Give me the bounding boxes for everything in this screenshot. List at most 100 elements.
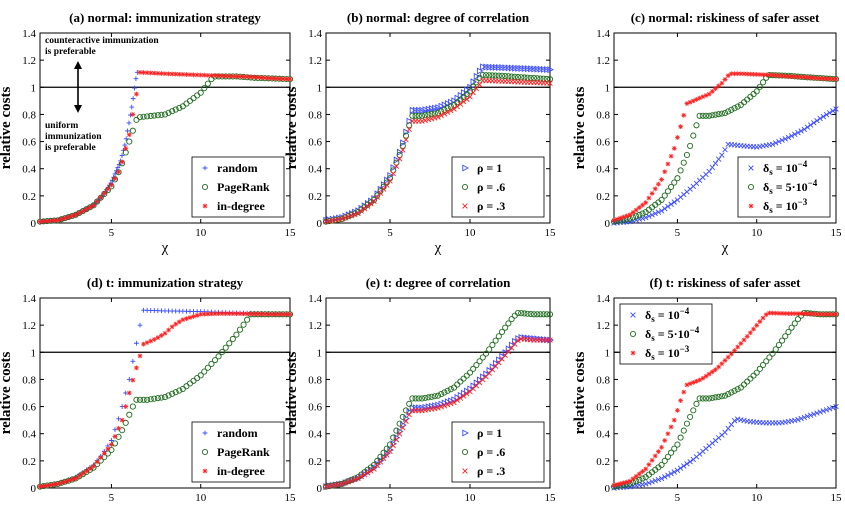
circle-mark: [760, 361, 767, 369]
data-point-marker: [448, 107, 454, 114]
data-point-marker: [715, 156, 722, 162]
circle-mark: [441, 389, 448, 396]
x-mark: [476, 81, 483, 88]
circle-mark: [492, 337, 499, 344]
x-mark: [400, 425, 406, 431]
chart-panel-2: (b) normal: degree of correlation00.20.4…: [284, 10, 556, 256]
data-point-marker: [674, 467, 681, 474]
plus-mark: [115, 165, 121, 171]
star-mark: [624, 213, 630, 219]
x-mark: [348, 212, 355, 219]
star-mark: [668, 424, 674, 430]
data-point-marker: [180, 317, 186, 323]
legend: δs = 10−4δs = 5·10−4δs = 10−3: [737, 156, 831, 218]
circle-mark: [165, 109, 172, 116]
legend-swatch-marker: [630, 350, 636, 356]
data-point-marker: [524, 65, 532, 73]
star-mark: [716, 364, 722, 370]
data-point-marker: [543, 75, 550, 82]
data-point-marker: [521, 65, 529, 73]
data-point-marker: [444, 398, 452, 406]
star-mark: [725, 73, 731, 79]
data-point-marker: [361, 205, 368, 212]
data-point-marker: [728, 71, 734, 77]
triangle-mark: [422, 106, 430, 114]
x-mark: [352, 211, 358, 218]
circle-mark: [498, 72, 506, 79]
data-point-marker: [502, 64, 510, 72]
circle-mark: [677, 167, 684, 174]
circle-mark: [779, 337, 786, 344]
data-point-marker: [352, 476, 358, 483]
x-mark: [642, 481, 649, 487]
x-mark: [444, 109, 451, 115]
data-point-marker: [512, 64, 519, 72]
star-mark: [44, 218, 50, 224]
circle-mark: [534, 75, 541, 82]
circle-mark: [412, 395, 419, 402]
x-axis: 5 10 15: [109, 298, 296, 504]
data-point-marker: [377, 453, 384, 460]
circle-mark: [747, 183, 755, 191]
circle-mark: [147, 112, 154, 120]
data-point-marker: [786, 311, 791, 317]
data-point-marker: [702, 112, 710, 119]
triangle-mark: [480, 63, 487, 71]
triangle-mark: [486, 366, 494, 375]
x-mark: [807, 412, 814, 418]
circle-mark: [750, 372, 757, 379]
data-point-marker: [665, 431, 671, 437]
data-point-marker: [467, 385, 474, 393]
data-point-marker: [84, 206, 89, 212]
data-point-marker: [448, 397, 455, 405]
y-tick-label: 0.2: [596, 191, 610, 203]
triangle-mark: [547, 336, 554, 344]
star-mark: [44, 483, 50, 488]
circle-mark: [463, 372, 470, 379]
data-point-marker: [287, 311, 293, 317]
star-mark: [744, 334, 750, 339]
data-point-marker: [151, 70, 157, 76]
data-point-marker: [677, 465, 684, 471]
data-point-marker: [219, 348, 226, 356]
circle-mark: [530, 311, 538, 318]
circle-mark: [636, 211, 643, 218]
star-mark: [665, 431, 671, 437]
data-point-marker: [133, 76, 139, 82]
x-mark: [390, 442, 396, 449]
star-mark: [66, 214, 71, 220]
data-point-marker: [658, 475, 665, 482]
circle-mark: [709, 112, 716, 119]
data-point-marker: [515, 64, 522, 72]
data-point-marker: [215, 353, 222, 360]
x-mark: [776, 138, 782, 145]
data-point-marker: [502, 349, 510, 357]
data-point-marker: [122, 142, 128, 148]
y-tick-label: 1: [605, 82, 611, 94]
triangle-mark: [505, 345, 513, 353]
data-point-marker: [805, 74, 810, 80]
data-point-marker: [466, 369, 474, 376]
data-point-marker: [51, 218, 57, 223]
data-point-marker: [119, 159, 125, 165]
circle-mark: [122, 419, 129, 426]
star-mark: [627, 212, 633, 218]
star-mark: [202, 468, 208, 474]
star-mark: [41, 483, 46, 489]
triangle-mark: [416, 106, 423, 114]
data-point-marker: [709, 88, 715, 94]
triangle-mark: [508, 341, 516, 349]
circle-mark: [473, 79, 480, 86]
x-mark: [460, 393, 467, 399]
triangle-mark: [400, 421, 407, 429]
data-point-marker: [473, 379, 481, 387]
star-mark: [48, 482, 54, 488]
triangle-mark: [441, 101, 449, 109]
data-point-marker: [209, 73, 214, 78]
x-mark: [441, 111, 448, 117]
data-point-marker: [130, 112, 136, 117]
star-mark: [141, 70, 146, 75]
data-point-marker: [693, 400, 700, 407]
data-point-marker: [684, 101, 690, 106]
data-point-marker: [358, 208, 364, 214]
